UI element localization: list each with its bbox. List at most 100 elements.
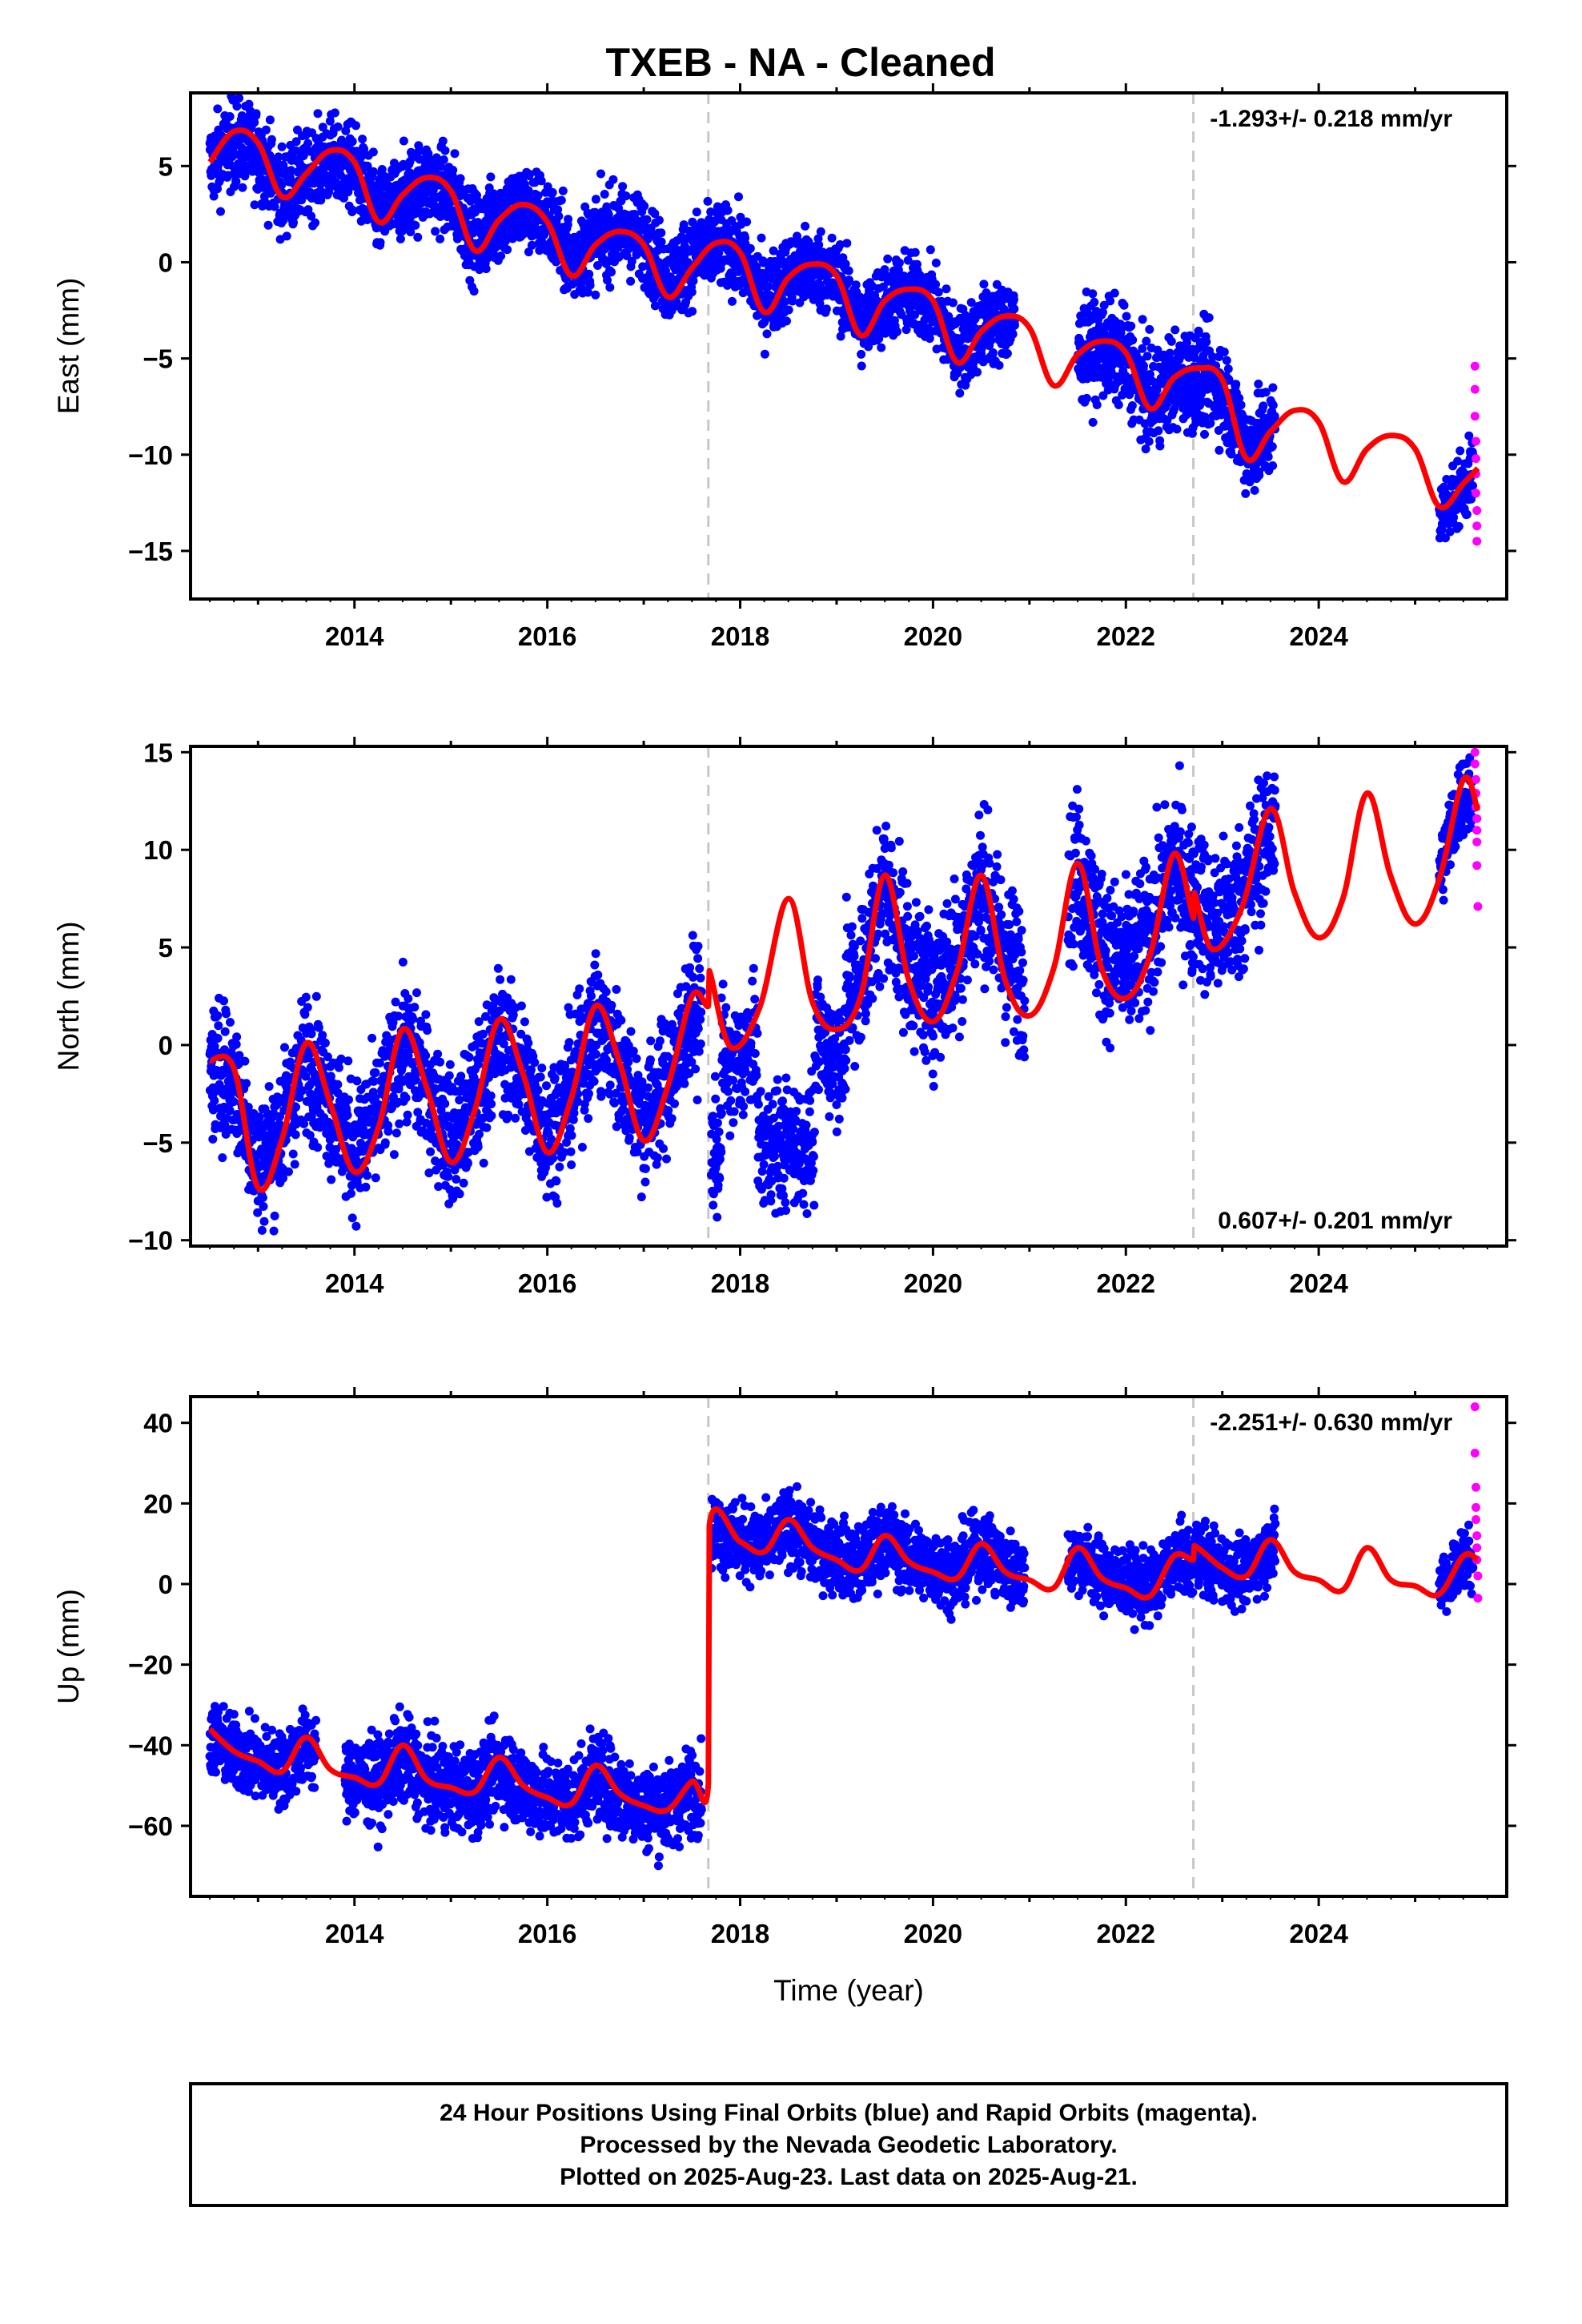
final-orbit-point: [334, 1063, 343, 1072]
final-orbit-point: [290, 1160, 299, 1169]
final-orbit-point: [556, 195, 566, 205]
final-orbit-point: [656, 228, 666, 238]
final-orbit-point: [303, 1003, 312, 1012]
final-orbit-point: [389, 1150, 399, 1160]
final-orbit-point: [264, 1082, 274, 1092]
final-orbit-point: [1119, 300, 1129, 310]
final-orbit-point: [1002, 348, 1012, 358]
final-orbit-point: [263, 220, 273, 230]
final-orbit-point: [835, 296, 845, 305]
final-orbit-point: [600, 190, 609, 199]
final-orbit-point: [1146, 370, 1154, 379]
final-orbit-point: [1250, 485, 1259, 495]
final-orbit-point: [398, 957, 408, 967]
final-orbit-point: [351, 121, 360, 131]
final-orbit-point: [1208, 352, 1218, 362]
final-orbit-point: [585, 280, 595, 290]
final-orbit-point: [216, 207, 225, 216]
final-orbit-point: [603, 275, 612, 285]
final-orbit-point: [925, 334, 934, 344]
final-orbit-point: [1236, 400, 1246, 410]
final-orbit-point: [404, 994, 413, 1003]
final-orbit-point: [1126, 321, 1136, 331]
final-orbit-point: [439, 155, 448, 164]
final-orbit-point: [593, 261, 602, 270]
final-orbit-point: [931, 258, 941, 267]
final-orbit-point: [444, 1071, 454, 1080]
final-orbit-point: [311, 991, 321, 1001]
final-orbit-point: [406, 227, 416, 237]
figure-title: TXEB - NA - Cleaned: [605, 40, 995, 85]
final-orbit-point: [894, 258, 904, 267]
final-orbit-point: [307, 211, 316, 221]
final-orbit-point: [438, 136, 448, 146]
final-orbit-point: [210, 1096, 219, 1105]
final-orbit-point: [333, 1080, 343, 1089]
final-orbit-point: [311, 218, 320, 227]
final-orbit-point: [760, 349, 769, 359]
final-orbit-point: [331, 179, 341, 188]
rapid-orbit-point: [1470, 361, 1480, 371]
final-orbit-point: [413, 232, 423, 242]
final-orbit-point: [486, 172, 496, 182]
final-orbit-point: [804, 237, 813, 247]
final-orbit-point: [765, 291, 774, 300]
final-orbit-point: [656, 237, 666, 247]
final-orbit-point: [1245, 477, 1255, 487]
y-tick-label: −15: [128, 537, 173, 566]
final-orbit-point: [1263, 452, 1273, 461]
final-orbit-point: [1453, 456, 1463, 466]
final-orbit-point: [1223, 364, 1233, 374]
final-orbit-point: [347, 1213, 357, 1223]
x-tick-label: 2016: [518, 621, 576, 651]
final-orbit-point: [1106, 296, 1115, 306]
final-orbit-point: [475, 265, 484, 275]
final-orbit-point: [464, 1052, 474, 1062]
final-orbit-point: [524, 186, 533, 195]
final-orbit-point: [558, 186, 568, 195]
final-orbit-point: [274, 152, 283, 162]
final-orbit-point: [784, 305, 793, 315]
final-orbit-point: [287, 166, 295, 175]
final-orbit-point: [363, 1171, 372, 1180]
final-orbit-point: [1122, 312, 1131, 321]
final-orbit-point: [851, 280, 861, 290]
final-orbit-point: [1114, 376, 1124, 386]
final-orbit-point: [827, 233, 837, 243]
final-orbit-point: [214, 1021, 223, 1031]
x-tick-label: 2018: [711, 621, 769, 651]
final-orbit-point: [1172, 424, 1182, 434]
y-axis-label: East (mm): [52, 278, 85, 415]
final-orbit-point: [877, 343, 886, 352]
final-orbit-point: [258, 1193, 267, 1202]
final-orbit-point: [986, 336, 996, 345]
final-orbit-point: [650, 301, 660, 311]
final-orbit-point: [788, 296, 797, 306]
final-orbit-point: [955, 388, 965, 398]
final-orbit-point: [463, 1159, 472, 1168]
final-orbit-point: [618, 182, 628, 191]
final-orbit-point: [1145, 324, 1154, 334]
final-orbit-point: [1128, 336, 1138, 345]
final-orbit-point: [1267, 442, 1277, 452]
north-panel: 2014 2016 2018 2020 2022 2024151050−5−10North…: [52, 737, 1516, 1298]
final-orbit-point: [782, 316, 791, 326]
final-orbit-point: [994, 360, 1004, 370]
final-orbit-point: [689, 276, 698, 286]
final-orbit-point: [503, 245, 512, 255]
final-orbit-point: [436, 234, 445, 243]
final-orbit-point: [1144, 436, 1154, 446]
rapid-orbit-point: [1472, 436, 1480, 446]
final-orbit-point: [1114, 400, 1123, 409]
final-orbit-point: [942, 284, 951, 294]
final-orbit-point: [1215, 445, 1224, 455]
final-orbit-point: [793, 231, 801, 241]
final-orbit-point: [881, 328, 890, 338]
final-orbit-point: [714, 248, 724, 258]
final-orbit-point: [288, 1149, 298, 1159]
final-orbit-point: [208, 1135, 218, 1144]
final-orbit-point: [1195, 328, 1203, 338]
final-orbit-point: [892, 327, 901, 336]
final-orbit-point: [235, 94, 244, 103]
final-orbit-point: [688, 307, 697, 316]
